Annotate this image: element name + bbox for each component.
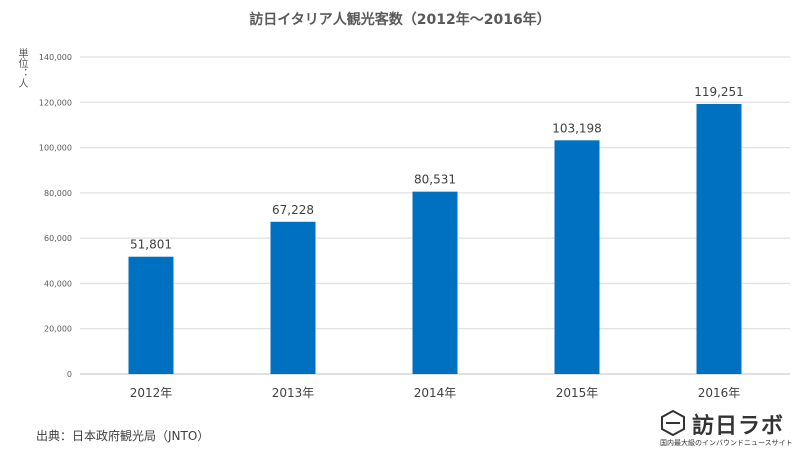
source-note: 出典：日本政府観光局（JNTO） [36,429,210,443]
y-tick-label: 0 [67,370,72,379]
logo: 訪日ラボ 国内最大級のインバウンドニュースサイト [660,408,793,448]
bar [270,221,316,374]
x-tick-label: 2013年 [272,386,315,400]
bar [696,103,742,375]
data-label: 103,198 [552,121,602,135]
y-tick-label: 140,000 [39,53,72,62]
logo-name: 訪日ラボ [692,414,785,439]
chart-title: 訪日イタリア人観光客数（2012年～2016年） [249,12,551,28]
y-axis-unit-label: 単位：人 [16,48,27,88]
y-tick-label: 120,000 [39,98,72,107]
logo-mark-icon [661,410,685,436]
logo-tagline: 国内最大級のインバウンドニュースサイト [660,439,793,447]
bar [128,256,174,374]
data-label: 119,251 [694,85,744,99]
x-tick-label: 2016年 [698,386,741,400]
y-tick-label: 40,000 [44,279,72,288]
x-tick-label: 2014年 [414,386,457,400]
x-tick-label: 2015年 [556,386,599,400]
y-tick-label: 60,000 [44,234,72,243]
y-tick-label: 100,000 [39,144,72,153]
bar [412,191,458,374]
x-tick-label: 2012年 [130,386,173,400]
data-label: 80,531 [414,173,456,187]
y-tick-label: 80,000 [44,189,72,198]
bar [554,140,600,374]
y-tick-label: 20,000 [44,325,72,334]
data-label: 51,801 [130,238,172,252]
data-label: 67,228 [272,203,314,217]
